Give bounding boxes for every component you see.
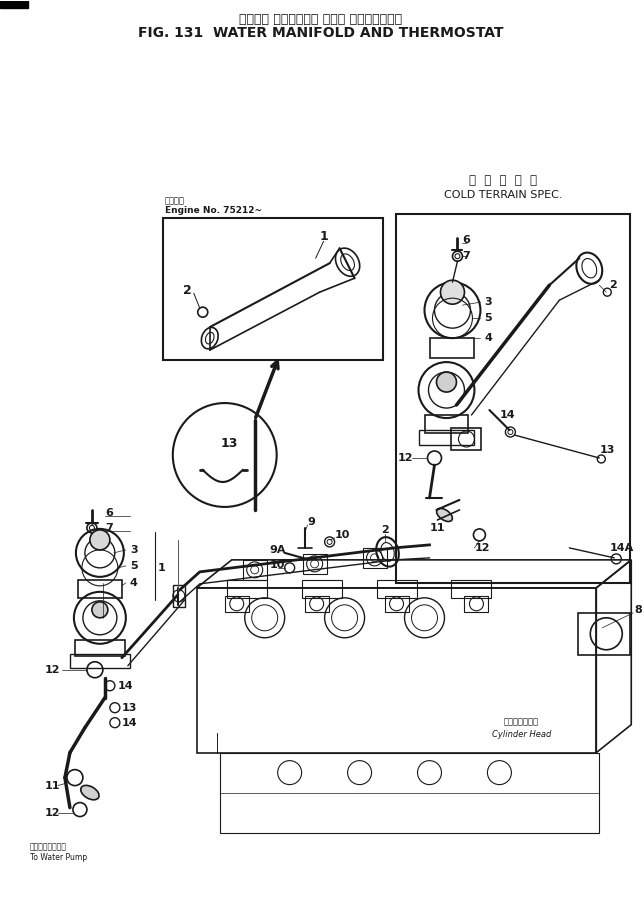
Text: 機関番号: 機関番号 [165,197,185,206]
Text: 3: 3 [485,297,492,307]
Text: 12: 12 [45,807,60,817]
Text: 10: 10 [334,530,350,540]
Text: 12: 12 [397,453,413,463]
Text: 12: 12 [474,543,490,553]
Text: ウォータポンプへ: ウォータポンプへ [30,842,67,851]
Text: 13: 13 [221,436,238,450]
Text: 14: 14 [499,410,515,420]
Text: Engine No. 75212~: Engine No. 75212~ [165,207,262,216]
Bar [395,215,630,583]
Text: 11: 11 [45,780,60,790]
Text: 2: 2 [381,525,389,535]
Circle shape [90,530,110,550]
Bar [424,415,469,433]
Bar [385,596,408,612]
Bar [163,218,383,360]
Bar [220,753,599,832]
Bar [196,588,596,753]
Bar [464,596,489,612]
Bar [243,559,266,580]
Circle shape [92,602,108,618]
Text: Cylinder Head: Cylinder Head [492,730,551,739]
Text: FIG. 131  WATER MANIFOLD AND THERMOSTAT: FIG. 131 WATER MANIFOLD AND THERMOSTAT [138,27,503,40]
Text: 寒  冷  地  仕  様: 寒 冷 地 仕 様 [469,174,537,188]
Text: 1: 1 [158,563,166,573]
Bar [225,596,248,612]
Text: 9A: 9A [270,545,286,555]
Text: 5: 5 [485,313,492,323]
Ellipse shape [437,508,453,522]
Bar [431,339,474,358]
Text: 2: 2 [184,284,192,296]
Text: COLD TERRAIN SPEC.: COLD TERRAIN SPEC. [444,190,562,200]
Text: 4: 4 [130,577,138,588]
Bar [0,1,28,7]
Bar [451,428,482,450]
Text: 13: 13 [599,445,614,455]
Bar [78,580,122,598]
Text: 7: 7 [105,523,112,533]
Bar [419,430,474,445]
Text: 7: 7 [462,251,470,261]
Text: 14: 14 [122,718,137,727]
Text: 13: 13 [122,703,137,713]
Text: 6: 6 [105,508,113,518]
Bar [75,639,125,656]
Text: 1: 1 [319,230,328,242]
Text: 12: 12 [44,665,60,674]
Text: 5: 5 [130,561,137,571]
Text: To Water Pump: To Water Pump [30,852,87,861]
Bar [363,548,386,568]
Text: 11: 11 [429,523,445,533]
Text: 2: 2 [609,280,617,290]
Bar [302,554,327,574]
Bar [173,585,185,607]
Circle shape [437,372,456,392]
Text: シリンダヘッド: シリンダヘッド [504,718,539,726]
Text: 9: 9 [308,517,315,527]
Text: 3: 3 [130,545,137,555]
Bar [70,654,130,668]
Text: 14A: 14A [609,543,634,553]
Text: 10: 10 [270,559,285,570]
Text: 6: 6 [462,235,471,245]
Circle shape [440,280,464,304]
Text: 8: 8 [634,605,642,615]
Text: 4: 4 [485,333,492,343]
Bar [578,612,630,655]
Text: ウォータ マニホールド および サーモスタート: ウォータ マニホールド および サーモスタート [239,13,402,25]
Text: 14: 14 [118,681,134,691]
Ellipse shape [81,786,99,800]
Bar [305,596,329,612]
